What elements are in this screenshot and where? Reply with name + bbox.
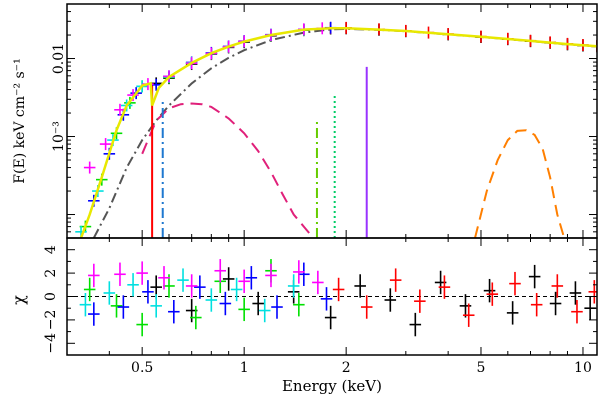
residuals-magenta (88, 259, 324, 298)
residuals-blue (88, 262, 333, 326)
x-tick-label: 0.5 (131, 360, 153, 376)
dataset-cyan (75, 23, 310, 238)
x-tick-label: 5 (477, 360, 486, 376)
residuals-red (332, 268, 597, 327)
dataset-green (79, 24, 310, 233)
dataset-red (324, 21, 597, 52)
residual-tick-label: 0 (43, 292, 59, 301)
model-component-1 (141, 102, 315, 238)
residuals-panel (67, 259, 597, 337)
residual-tick-label: 2 (43, 269, 59, 278)
axes: 0.5 1 2 5 10 Energy (keV) 0.01 10⁻³ F(E) keV cm⁻… (9, 3, 598, 395)
total-model-line (79, 26, 597, 238)
y-axis-title: F(E) keV cm⁻² s⁻¹ (12, 58, 28, 183)
residual-tick-label: −4 (43, 333, 59, 354)
spectrum-panel (75, 21, 597, 238)
residuals-black (150, 264, 596, 337)
dataset-blue (88, 21, 337, 207)
residual-axis-title: χ (9, 295, 28, 305)
model-component-0 (92, 27, 597, 238)
residuals-cyan (79, 268, 300, 323)
x-tick-label: 2 (342, 360, 351, 376)
x-tick-label: 10 (574, 360, 592, 376)
dataset-magenta (83, 22, 329, 174)
residual-tick-label: 4 (43, 245, 59, 254)
y-tick-label: 10⁻³ (51, 121, 67, 152)
x-tick-label: 1 (240, 360, 249, 376)
model-component-2 (474, 129, 566, 238)
dataset-black (150, 22, 597, 90)
x-axis-title: Energy (keV) (282, 377, 382, 395)
y-tick-label: 0.01 (51, 43, 67, 74)
residual-tick-label: −2 (43, 310, 59, 331)
